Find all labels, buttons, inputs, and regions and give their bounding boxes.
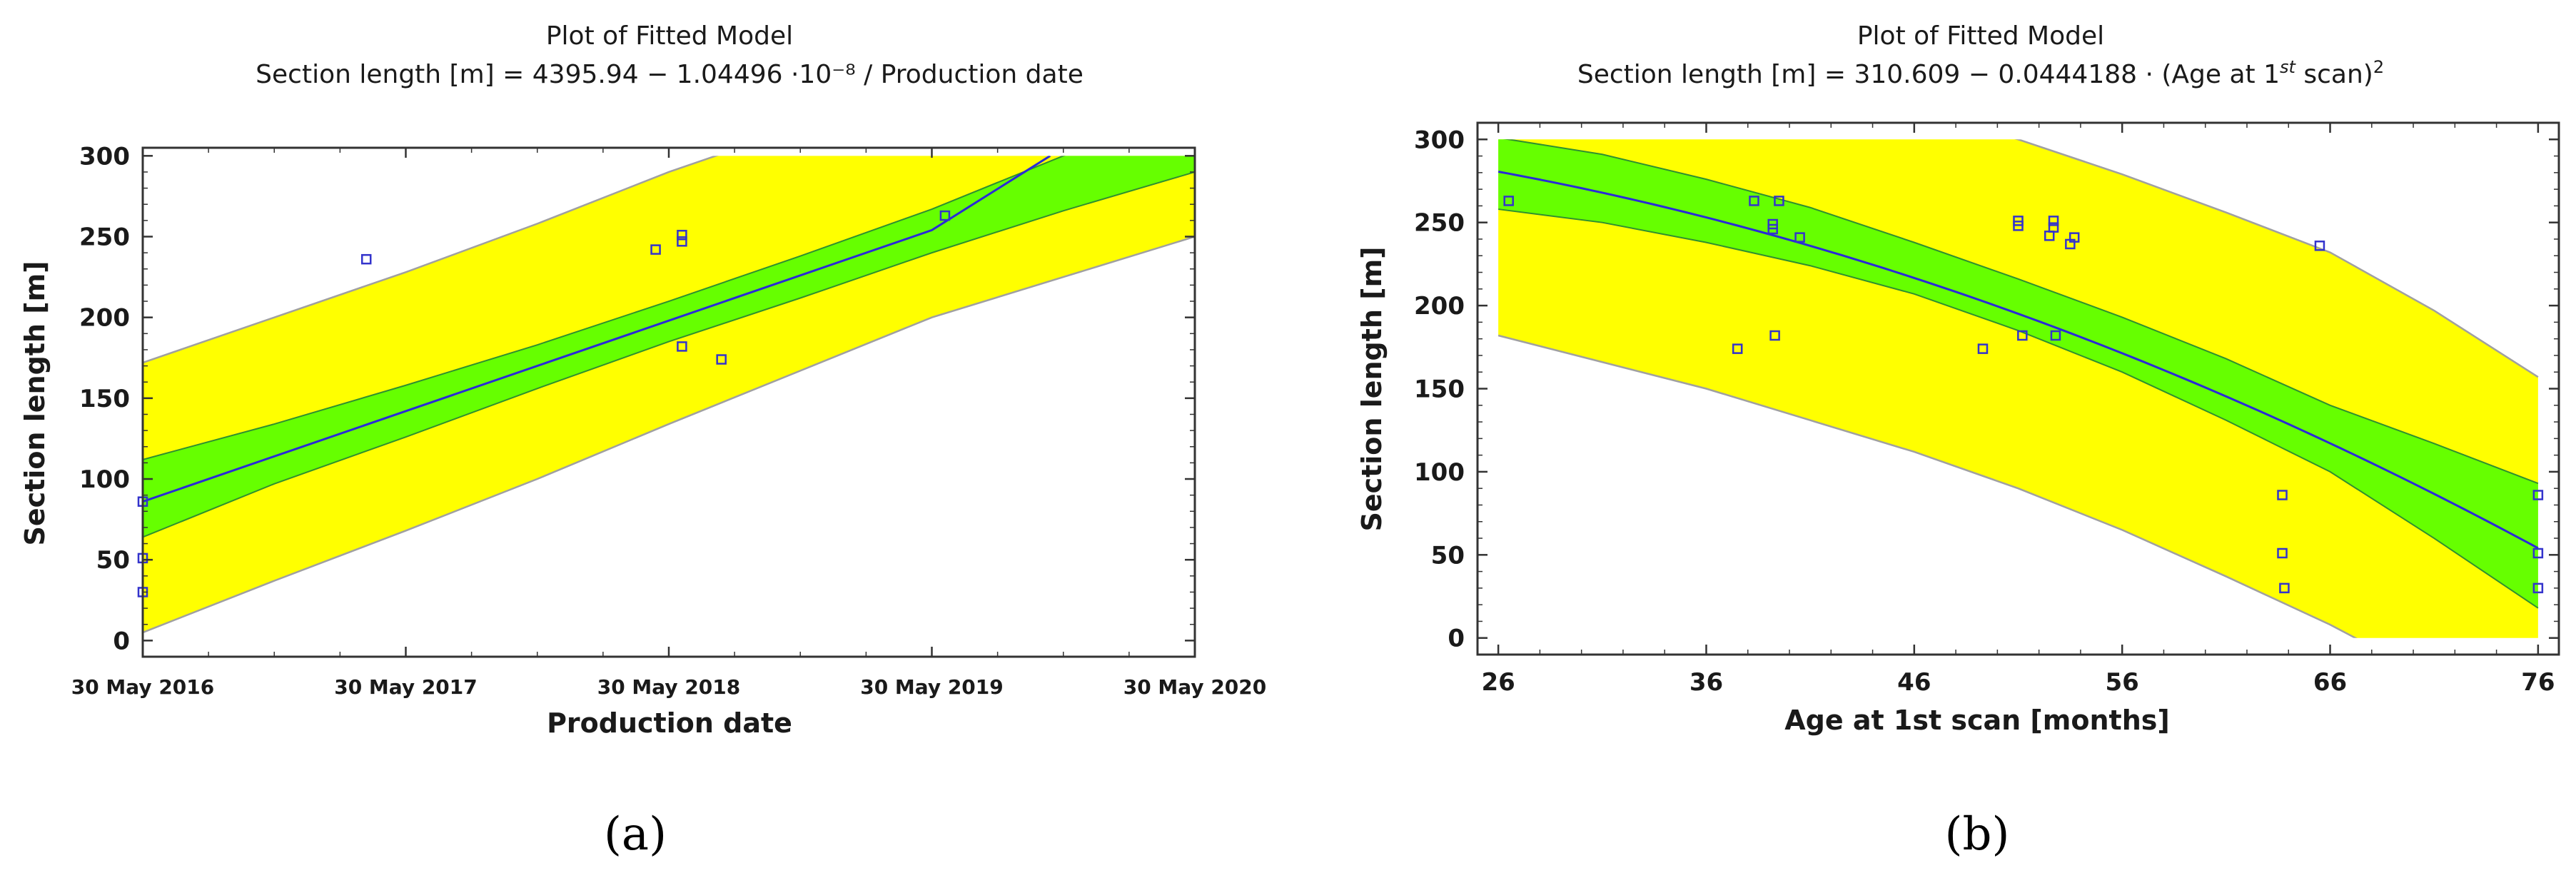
chart-b-y-tick-label: 50 (1431, 541, 1465, 570)
chart-b-data-point (1774, 196, 1784, 206)
chart-b-data-point (2048, 216, 2059, 226)
chart-b-y-tick-label: 250 (1414, 209, 1465, 238)
chart-a-data-point (650, 244, 661, 255)
chart-a-x-tick-label: 30 May 2018 (597, 675, 741, 699)
chart-b-x-tick-label: 46 (1897, 668, 1931, 697)
chart-b-confidence-upper-edge (1504, 139, 2539, 485)
chart-a-y-axis: 0 50 100 150 200 250 300 (79, 142, 1195, 655)
chart-b-data-point (1769, 330, 1780, 341)
chart-b-confidence-band (1498, 139, 2538, 608)
chart-a-data-point (677, 236, 687, 247)
chart-b-fit-line (1497, 171, 2539, 550)
chart-b-x-axis: 26 36 46 56 66 76 (1481, 123, 2555, 697)
chart-b-data-point (1749, 196, 1759, 206)
chart-a-data-point (939, 210, 951, 221)
chart-a-data-point (360, 253, 372, 265)
chart-a-data-point (716, 354, 727, 365)
chart-b-y-tick-label: 300 (1414, 126, 1465, 154)
chart-b-data-point (2017, 330, 2028, 341)
chart-b-xlabel: Age at 1st scan [months] (1784, 705, 2170, 736)
a-bands (143, 156, 1195, 634)
chart-a-y-tick-label: 200 (79, 304, 130, 333)
chart-b-prediction-band (1498, 139, 2538, 638)
chart-a-y-tick-label: 100 (79, 465, 130, 494)
chart-a-data-point (677, 229, 687, 241)
chart-panel-a: Plot of Fitted Model Section length [m] … (19, 21, 1267, 861)
chart-b-data-point (2013, 221, 2024, 231)
chart-a-x-tick-label: 30 May 2016 (71, 675, 215, 699)
chart-b-data-point (2532, 490, 2544, 500)
chart-a-ylabel: Section length [m] (19, 261, 51, 545)
chart-a-subtitle: Section length [m] = 4395.94 − 1.04496 ·… (256, 60, 1084, 89)
chart-a-confidence-upper-edge (143, 156, 1066, 460)
chart-b-data-point (2050, 330, 2061, 341)
chart-b-y-tick-label: 200 (1414, 292, 1465, 321)
chart-b-y-tick-label: 0 (1448, 625, 1465, 653)
chart-b-prediction-lower-edge (1497, 334, 2358, 638)
chart-b-y-tick-label: 100 (1414, 458, 1465, 487)
chart-b-x-tick-label: 56 (2106, 668, 2139, 697)
chart-a-x-tick-label: 30 May 2020 (1123, 675, 1267, 699)
chart-a-y-tick-label: 250 (79, 223, 130, 251)
chart-b-data-point (2277, 490, 2288, 500)
chart-a-prediction-band (143, 156, 1195, 633)
panel-label-a: (a) (604, 808, 667, 861)
chart-b-x-tick-label: 36 (1689, 668, 1723, 697)
chart-a-y-tick-label: 300 (79, 142, 130, 171)
chart-b-ylabel: Section length [m] (1356, 246, 1388, 531)
chart-a-x-tick-label: 30 May 2019 (860, 675, 1004, 699)
chart-b-subtitle: Section length [m] = 310.609 − 0.0444188… (1577, 57, 2384, 89)
chart-b-x-tick-label: 66 (2313, 668, 2347, 697)
chart-b-y-axis: 0 50 100 150 200 250 300 (1414, 126, 2559, 653)
chart-a-x-tick-label: 30 May 2017 (334, 675, 478, 699)
chart-a-fit-line (143, 156, 1051, 503)
chart-a-data-point (677, 341, 687, 352)
chart-b-data-point (2314, 241, 2325, 251)
chart-a-prediction-lower-edge (143, 236, 1195, 634)
chart-b-data-point (1732, 343, 1743, 354)
chart-panel-b: Plot of Fitted Model Section length [m] … (1356, 21, 2560, 861)
chart-b-data-point (2277, 548, 2288, 559)
b-bands (1497, 139, 2539, 638)
chart-b-y-tick-label: 150 (1414, 375, 1465, 404)
chart-b-data-point (2069, 232, 2080, 243)
chart-a-title: Plot of Fitted Model (546, 21, 793, 51)
chart-a-prediction-upper-edge (143, 156, 719, 364)
chart-a-y-tick-label: 50 (96, 546, 130, 575)
panel-label-b: (b) (1945, 808, 2010, 861)
chart-b-data-point (1794, 232, 1805, 243)
chart-b-x-tick-label: 76 (2521, 668, 2555, 697)
chart-b-data-point (2048, 222, 2059, 233)
chart-b-data-point (2279, 582, 2290, 594)
chart-b-data-point (1503, 196, 1514, 206)
chart-b-title: Plot of Fitted Model (1857, 21, 2104, 51)
chart-a-y-tick-label: 0 (113, 627, 130, 655)
chart-a-confidence-band (143, 156, 1195, 538)
chart-b-x-tick-label: 26 (1481, 668, 1515, 697)
chart-b-data-point (1977, 343, 1989, 354)
chart-b-prediction-upper-edge (2014, 139, 2539, 378)
chart-a-y-tick-label: 150 (79, 385, 130, 413)
chart-a-plot-area (137, 156, 1195, 634)
chart-a-xlabel: Production date (547, 707, 792, 739)
chart-a-confidence-lower-edge (143, 171, 1195, 538)
chart-b-data-point (1767, 223, 1778, 235)
chart-a-x-axis: 30 May 2016 30 May 2017 30 May 2018 30 May … (71, 148, 1267, 699)
chart-b-plot-area (1497, 139, 2544, 638)
chart-b-data-point (2532, 548, 2544, 559)
chart-b-data-point (2532, 582, 2544, 594)
